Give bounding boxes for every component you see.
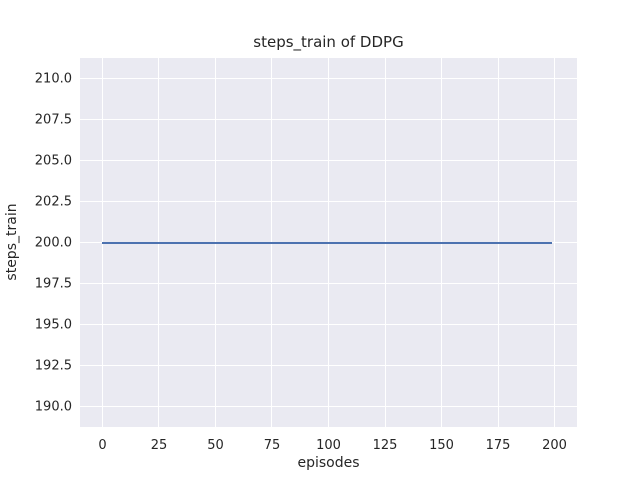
x-tick-label: 175	[485, 438, 511, 453]
x-tick-label: 50	[207, 438, 224, 453]
x-tick-label: 200	[542, 438, 567, 453]
x-tick-label: 0	[98, 438, 107, 453]
data-line-steps_train	[102, 241, 553, 244]
x-tick-label: 150	[429, 438, 454, 453]
y-tick-label: 210.0	[34, 71, 72, 86]
chart-title: steps_train of DDPG	[253, 33, 404, 51]
y-tick-label: 190.0	[34, 399, 72, 414]
x-tick-label: 75	[263, 438, 281, 453]
x-axis-label: episodes	[297, 455, 360, 471]
horizontal-gridline	[80, 324, 577, 325]
y-tick-label: 200.0	[34, 235, 72, 250]
horizontal-gridline	[80, 160, 577, 161]
y-tick-label: 205.0	[34, 153, 72, 168]
y-tick-label: 197.5	[34, 276, 72, 291]
x-tick-label: 100	[316, 438, 341, 453]
horizontal-gridline	[80, 119, 577, 120]
x-tick-label: 25	[150, 438, 168, 453]
horizontal-gridline	[80, 78, 577, 79]
horizontal-gridline	[80, 365, 577, 366]
y-tick-label: 195.0	[34, 317, 72, 332]
x-tick-label: 125	[372, 438, 398, 453]
horizontal-gridline	[80, 283, 577, 284]
horizontal-gridline	[80, 406, 577, 407]
y-tick-label: 207.5	[34, 112, 72, 127]
y-tick-label: 202.5	[34, 194, 72, 209]
horizontal-gridline	[80, 201, 577, 202]
y-tick-label: 192.5	[34, 358, 72, 373]
